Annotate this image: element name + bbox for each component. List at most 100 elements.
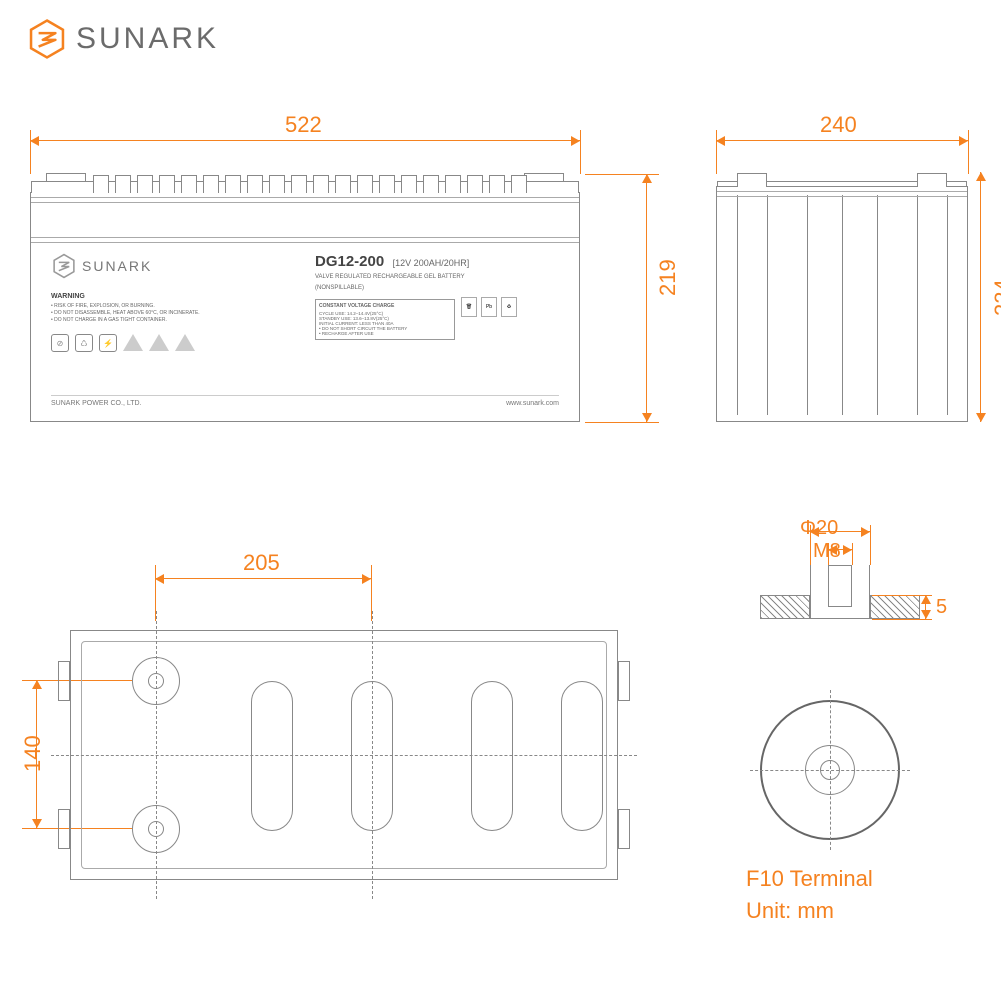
dim-thread: M8 bbox=[813, 540, 841, 563]
rib bbox=[717, 191, 967, 197]
safety-icons: ⊘ ♺ ⚡ bbox=[51, 334, 295, 352]
model-spec: [12V 200AH/20HR] bbox=[393, 258, 470, 268]
icon-box: ♺ bbox=[75, 334, 93, 352]
label-left: SUNARK WARNING • RISK OF FIRE, EXPLOSION… bbox=[51, 253, 305, 397]
product-desc: VALVE REGULATED RECHARGEABLE GEL BATTERY bbox=[315, 274, 559, 282]
terminal-cap bbox=[917, 173, 947, 187]
icon-box: ⊘ bbox=[51, 334, 69, 352]
dim-arrow bbox=[925, 595, 926, 619]
ext-line bbox=[870, 525, 871, 565]
rib-line bbox=[737, 195, 738, 415]
terminal-hole bbox=[132, 657, 180, 705]
top-tooth bbox=[379, 175, 395, 193]
ext-line bbox=[852, 543, 853, 565]
centerline-v bbox=[156, 611, 157, 899]
dim-arrow bbox=[646, 174, 647, 422]
dim-length: 522 bbox=[285, 112, 322, 138]
dim-terminal-spacing: 205 bbox=[243, 550, 280, 576]
warning-list: • RISK OF FIRE, EXPLOSION, OR BURNING. •… bbox=[51, 303, 295, 324]
handle-slot bbox=[251, 681, 293, 831]
terminal-name: F10 Terminal bbox=[746, 866, 873, 892]
handle-slot bbox=[351, 681, 393, 831]
dim-bolt-dia: Φ20 bbox=[800, 517, 838, 540]
handle-slot bbox=[471, 681, 513, 831]
hatch bbox=[870, 595, 920, 619]
warning-line: • RISK OF FIRE, EXPLOSION, OR BURNING. bbox=[51, 303, 295, 310]
ext-line bbox=[968, 130, 969, 174]
rib-line bbox=[767, 195, 768, 415]
battery-side-view bbox=[716, 186, 968, 422]
cert-icons: 🗑 Pb ♻ bbox=[461, 297, 517, 317]
rib bbox=[31, 197, 579, 203]
top-tooth bbox=[423, 175, 439, 193]
top-tooth bbox=[445, 175, 461, 193]
dim-arrow bbox=[980, 172, 981, 422]
terminal-hole bbox=[132, 805, 180, 853]
top-tooth bbox=[467, 175, 483, 193]
mount-tab bbox=[618, 809, 630, 849]
mount-tab bbox=[618, 661, 630, 701]
top-tooth bbox=[291, 175, 307, 193]
rib-line bbox=[842, 195, 843, 415]
top-tooth bbox=[335, 175, 351, 193]
battery-top-view bbox=[70, 630, 618, 880]
warning-title: WARNING bbox=[51, 293, 295, 300]
model-number: DG12-200 bbox=[315, 253, 384, 270]
label-logo-text: SUNARK bbox=[82, 258, 152, 274]
dim-terminal-row: 140 bbox=[20, 735, 46, 772]
terminal-top-view bbox=[760, 700, 900, 840]
battery-label: SUNARK WARNING • RISK OF FIRE, EXPLOSION… bbox=[51, 253, 559, 397]
dim-width: 240 bbox=[820, 112, 857, 138]
bolt-hole bbox=[828, 565, 852, 607]
product-desc2: (NONSPILLABLE) bbox=[315, 285, 559, 293]
dim-height-front: 219 bbox=[655, 259, 681, 296]
dim-arrow bbox=[155, 578, 371, 579]
mount-tab bbox=[58, 661, 70, 701]
dim-depth: 5 bbox=[936, 596, 947, 619]
centerline-h bbox=[51, 755, 637, 756]
top-tooth bbox=[115, 175, 131, 193]
ext-line bbox=[872, 619, 932, 620]
handle-slot bbox=[561, 681, 603, 831]
warning-line: • DO NOT DISASSEMBLE, HEAT ABOVE 60°C, O… bbox=[51, 310, 295, 317]
label-logo: SUNARK bbox=[51, 253, 295, 279]
rib-line bbox=[877, 195, 878, 415]
mount-tab bbox=[58, 809, 70, 849]
top-tooth bbox=[357, 175, 373, 193]
company-name: SUNARK POWER CO., LTD. bbox=[51, 400, 142, 407]
top-tooth bbox=[313, 175, 329, 193]
ext-line bbox=[585, 422, 659, 423]
terminal-detail bbox=[740, 555, 960, 625]
rib-line bbox=[807, 195, 808, 415]
rib-line bbox=[947, 195, 948, 415]
warning-triangle-icon bbox=[123, 334, 143, 351]
top-tooth bbox=[489, 175, 505, 193]
top-tooth bbox=[137, 175, 153, 193]
dim-arrow bbox=[716, 140, 968, 141]
icon-box: ⚡ bbox=[99, 334, 117, 352]
charge-title: CONSTANT VOLTAGE CHARGE bbox=[319, 303, 451, 309]
recycle-icon: ♻ bbox=[501, 297, 517, 317]
ext-line bbox=[580, 130, 581, 174]
logo-text: SUNARK bbox=[76, 22, 219, 56]
logo-hex-icon bbox=[51, 253, 77, 279]
model-line: DG12-200 [12V 200AH/20HR] bbox=[315, 253, 559, 271]
hatch bbox=[760, 595, 810, 619]
warning-triangle-icon bbox=[149, 334, 169, 351]
charge-line: • RECHARGE AFTER USE bbox=[319, 331, 451, 336]
unit-label: Unit: mm bbox=[746, 898, 834, 924]
top-tooth bbox=[181, 175, 197, 193]
weee-icon: 🗑 bbox=[461, 297, 477, 317]
warning-triangle-icon bbox=[175, 334, 195, 351]
brand-logo: SUNARK bbox=[26, 18, 219, 60]
terminal-cap bbox=[737, 173, 767, 187]
label-footer: SUNARK POWER CO., LTD. www.sunark.com bbox=[51, 395, 559, 407]
top-tooth bbox=[511, 175, 527, 193]
website: www.sunark.com bbox=[506, 400, 559, 407]
logo-hex-icon bbox=[26, 18, 68, 60]
top-tooth bbox=[159, 175, 175, 193]
top-tooth bbox=[269, 175, 285, 193]
pb-icon: Pb bbox=[481, 297, 497, 317]
top-tooth bbox=[401, 175, 417, 193]
top-tooth bbox=[203, 175, 219, 193]
